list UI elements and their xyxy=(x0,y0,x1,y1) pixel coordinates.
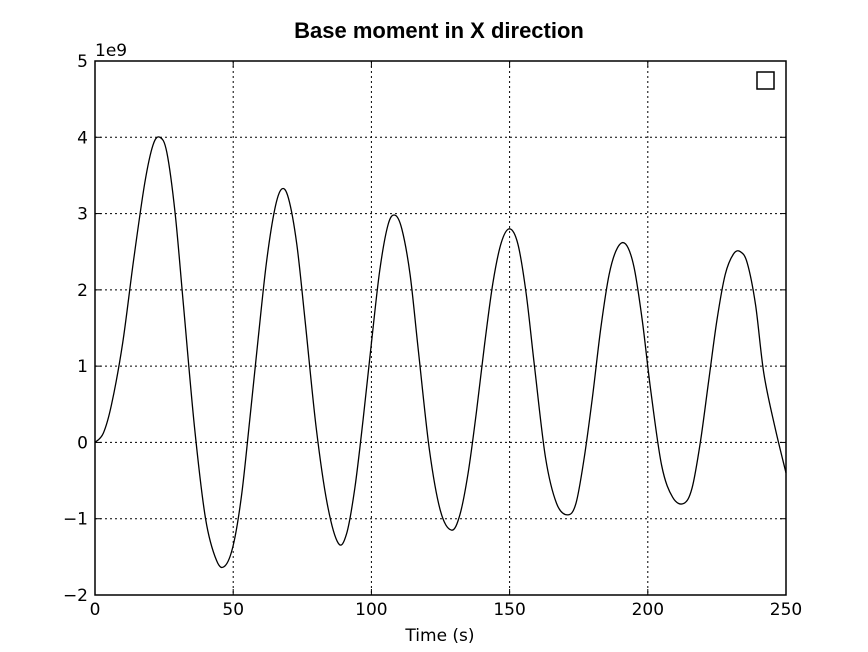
x-tick-label: 50 xyxy=(222,600,244,620)
x-tick-label: 150 xyxy=(493,600,525,620)
y-tick-label: 0 xyxy=(77,433,88,453)
y-tick-label: 3 xyxy=(77,205,88,225)
grid-lines xyxy=(95,61,786,595)
y-tick-label: 2 xyxy=(77,281,88,301)
chart-title: Base moment in X direction xyxy=(294,18,584,43)
y-tick-label: 5 xyxy=(77,52,88,72)
x-axis-label: Time (s) xyxy=(404,626,474,646)
y-tick-label: 4 xyxy=(77,128,88,148)
y-tick-label: −1 xyxy=(63,510,88,530)
plot-frame xyxy=(94,60,787,596)
x-tick-label: 0 xyxy=(90,600,101,620)
series-line xyxy=(94,136,787,569)
x-tick-label: 250 xyxy=(770,600,802,620)
tick-labels: 0 50 100 150 200 250 −2 −1 0 1 2 3 4 5 xyxy=(63,52,802,620)
y-tick-label: 1 xyxy=(77,357,88,377)
x-tick-label: 200 xyxy=(632,600,664,620)
legend-box xyxy=(756,71,775,90)
y-axis-multiplier: 1e9 xyxy=(95,41,127,61)
axis-ticks xyxy=(94,60,787,596)
y-tick-label: −2 xyxy=(63,586,88,606)
x-tick-label: 100 xyxy=(355,600,387,620)
